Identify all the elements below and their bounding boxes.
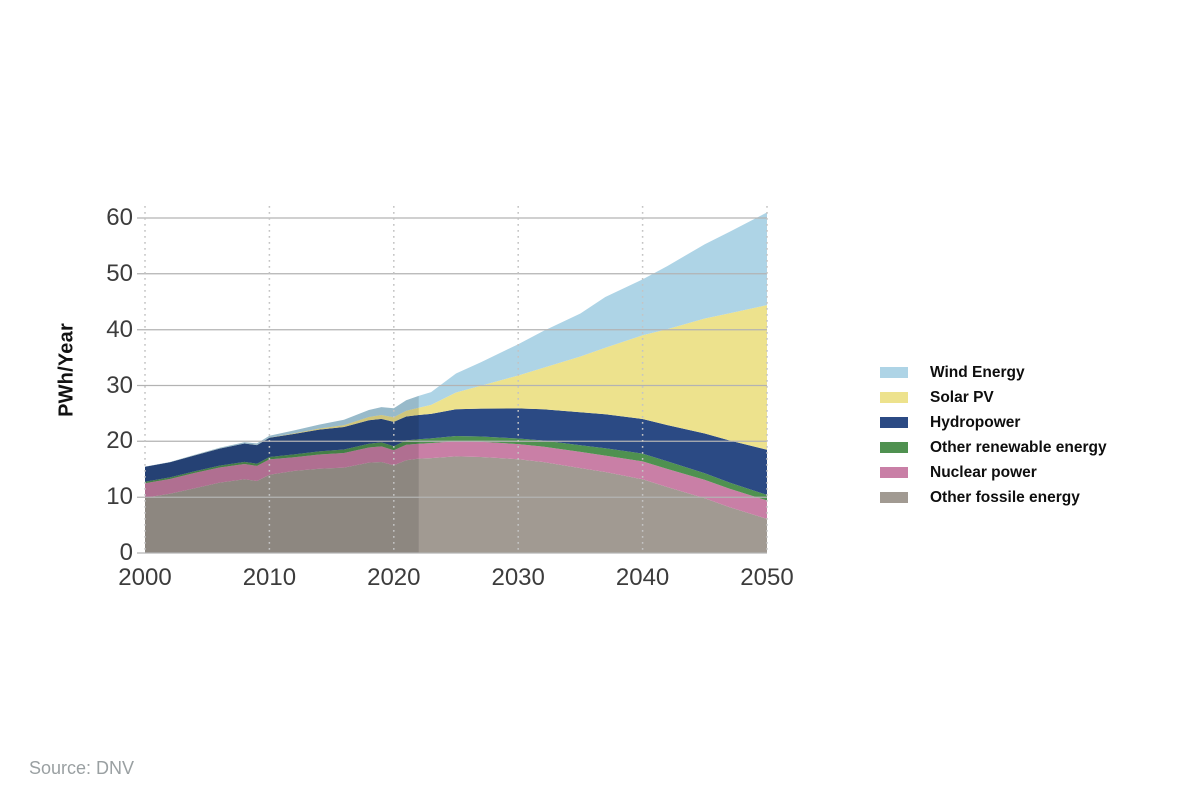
x-tick-label: 2020 [367, 564, 421, 591]
x-tick-label: 2000 [118, 564, 172, 591]
y-tick-label: 10 [106, 483, 133, 511]
x-tick-label: 2050 [740, 564, 794, 591]
area-nuclear-power [145, 441, 767, 519]
legend-swatch-wind-energy [880, 367, 908, 378]
legend-swatch-nuclear-power [880, 467, 908, 478]
source-note: Source: DNV [29, 758, 135, 778]
history-shading-overlay [145, 212, 419, 553]
legend-label-other-renewable-energy: Other renewable energy [930, 438, 1107, 456]
y-tick-label: 0 [119, 539, 133, 566]
legend-item-other-fossile-energy: Other fossile energy [880, 489, 1107, 506]
y-tick-label: 30 [106, 371, 133, 399]
legend-label-solar-pv: Solar PV [930, 388, 994, 406]
area-other-fossile-energy [145, 456, 767, 553]
legend-item-solar-pv: Solar PV [880, 389, 1107, 406]
x-tick-label: 2030 [491, 564, 545, 591]
x-tick-label: 2040 [615, 564, 670, 591]
y-tick-label: 40 [106, 315, 133, 343]
y-tick-label: 20 [106, 427, 133, 455]
area-other-renewable-energy [145, 436, 767, 501]
legend-swatch-other-renewable-energy [880, 442, 908, 453]
legend-item-nuclear-power: Nuclear power [880, 464, 1107, 481]
legend-label-hydropower: Hydropower [930, 413, 1021, 431]
legend-label-other-fossile-energy: Other fossile energy [930, 488, 1080, 506]
legend-label-nuclear-power: Nuclear power [930, 463, 1037, 481]
legend-item-other-renewable-energy: Other renewable energy [880, 439, 1107, 456]
legend-swatch-solar-pv [880, 392, 908, 403]
legend: Wind Energy Solar PV Hydropower Other re… [880, 364, 1107, 517]
y-tick-label: 60 [106, 204, 133, 231]
y-tick-label: 50 [106, 259, 133, 287]
area-hydropower [145, 408, 767, 495]
legend-swatch-hydropower [880, 417, 908, 428]
legend-swatch-other-fossile-energy [880, 492, 908, 503]
x-tick-label: 2010 [242, 564, 297, 591]
legend-label-wind-energy: Wind Energy [930, 363, 1025, 381]
legend-item-hydropower: Hydropower [880, 414, 1107, 431]
legend-item-wind-energy: Wind Energy [880, 364, 1107, 381]
